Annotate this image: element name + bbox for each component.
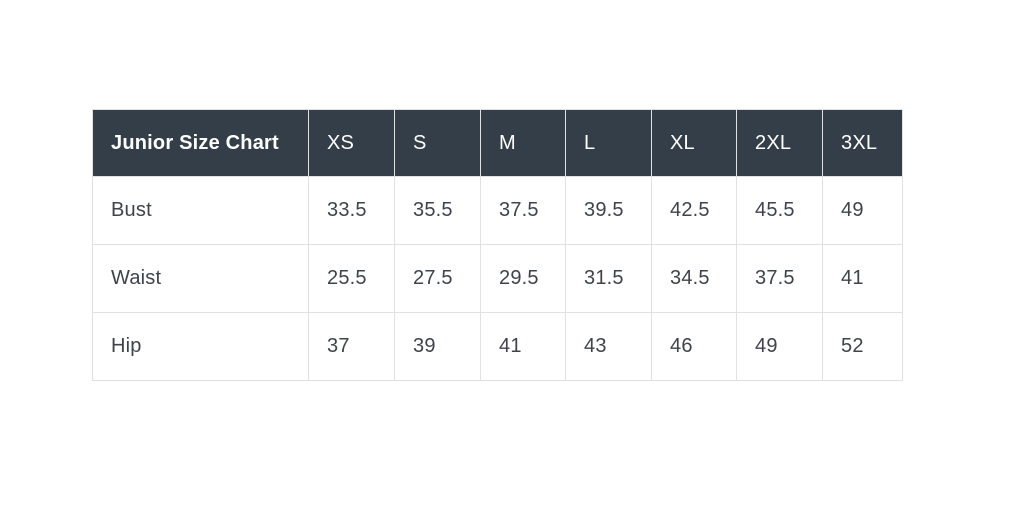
header-row: Junior Size Chart XS S M L XL 2XL 3XL (92, 109, 903, 177)
table-row-bust: Bust 33.5 35.5 37.5 39.5 42.5 45.5 49 (92, 176, 903, 245)
column-header-xs: XS (308, 109, 395, 177)
cell-waist-s: 27.5 (394, 244, 481, 313)
row-label-bust: Bust (92, 176, 309, 245)
cell-hip-s: 39 (394, 312, 481, 381)
column-header-l: L (565, 109, 652, 177)
cell-hip-3xl: 52 (822, 312, 903, 381)
cell-bust-s: 35.5 (394, 176, 481, 245)
size-chart-title: Junior Size Chart (92, 109, 309, 177)
cell-waist-xs: 25.5 (308, 244, 395, 313)
cell-bust-2xl: 45.5 (736, 176, 823, 245)
cell-bust-3xl: 49 (822, 176, 903, 245)
column-header-s: S (394, 109, 481, 177)
table-row-hip: Hip 37 39 41 43 46 49 52 (92, 312, 903, 381)
cell-bust-xl: 42.5 (651, 176, 737, 245)
column-header-3xl: 3XL (822, 109, 903, 177)
table-row-waist: Waist 25.5 27.5 29.5 31.5 34.5 37.5 41 (92, 244, 903, 313)
junior-size-chart-table: Junior Size Chart XS S M L XL 2XL 3XL Bu… (92, 109, 903, 381)
cell-waist-xl: 34.5 (651, 244, 737, 313)
column-header-2xl: 2XL (736, 109, 823, 177)
cell-waist-m: 29.5 (480, 244, 566, 313)
cell-bust-xs: 33.5 (308, 176, 395, 245)
cell-hip-xl: 46 (651, 312, 737, 381)
cell-hip-xs: 37 (308, 312, 395, 381)
row-label-hip: Hip (92, 312, 309, 381)
cell-hip-m: 41 (480, 312, 566, 381)
cell-bust-l: 39.5 (565, 176, 652, 245)
cell-waist-2xl: 37.5 (736, 244, 823, 313)
cell-waist-l: 31.5 (565, 244, 652, 313)
cell-hip-l: 43 (565, 312, 652, 381)
cell-waist-3xl: 41 (822, 244, 903, 313)
row-label-waist: Waist (92, 244, 309, 313)
column-header-xl: XL (651, 109, 737, 177)
column-header-m: M (480, 109, 566, 177)
cell-bust-m: 37.5 (480, 176, 566, 245)
cell-hip-2xl: 49 (736, 312, 823, 381)
